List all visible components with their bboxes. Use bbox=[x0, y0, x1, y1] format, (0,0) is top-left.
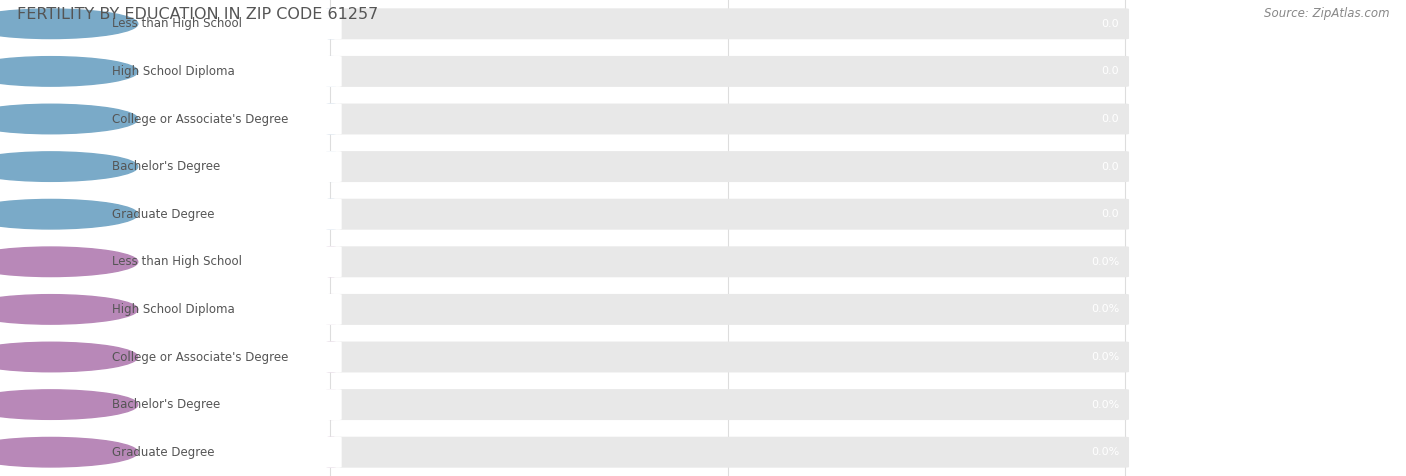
Circle shape bbox=[0, 390, 138, 419]
Text: 0.0%: 0.0% bbox=[1091, 257, 1119, 267]
Text: 0.0: 0.0 bbox=[1101, 161, 1119, 172]
FancyBboxPatch shape bbox=[3, 199, 342, 230]
Circle shape bbox=[0, 342, 138, 372]
FancyBboxPatch shape bbox=[326, 437, 1129, 467]
FancyBboxPatch shape bbox=[3, 247, 342, 277]
Text: Graduate Degree: Graduate Degree bbox=[111, 208, 214, 221]
Circle shape bbox=[0, 57, 138, 86]
FancyBboxPatch shape bbox=[326, 294, 1129, 325]
FancyBboxPatch shape bbox=[326, 151, 1129, 182]
Text: 0.0%: 0.0% bbox=[1091, 304, 1119, 315]
FancyBboxPatch shape bbox=[326, 342, 1129, 372]
Text: Graduate Degree: Graduate Degree bbox=[111, 446, 214, 459]
Text: 0.0: 0.0 bbox=[718, 248, 737, 260]
FancyBboxPatch shape bbox=[326, 104, 336, 135]
Text: High School Diploma: High School Diploma bbox=[111, 303, 235, 316]
Text: 0.0: 0.0 bbox=[1101, 209, 1119, 219]
Text: College or Associate's Degree: College or Associate's Degree bbox=[111, 350, 288, 364]
Text: Less than High School: Less than High School bbox=[111, 17, 242, 30]
FancyBboxPatch shape bbox=[326, 56, 336, 87]
Circle shape bbox=[0, 152, 138, 181]
FancyBboxPatch shape bbox=[3, 342, 342, 372]
Text: 0.0%: 0.0% bbox=[1091, 399, 1119, 410]
FancyBboxPatch shape bbox=[3, 8, 342, 40]
FancyBboxPatch shape bbox=[3, 104, 342, 135]
Text: 0.0%: 0.0% bbox=[1091, 352, 1119, 362]
Text: High School Diploma: High School Diploma bbox=[111, 65, 235, 78]
Text: Bachelor's Degree: Bachelor's Degree bbox=[111, 398, 219, 411]
Text: 0.0: 0.0 bbox=[1115, 248, 1135, 260]
Text: 0.0: 0.0 bbox=[1101, 114, 1119, 124]
FancyBboxPatch shape bbox=[3, 56, 342, 87]
Text: Less than High School: Less than High School bbox=[111, 255, 242, 268]
FancyBboxPatch shape bbox=[326, 104, 1129, 135]
Circle shape bbox=[0, 104, 138, 134]
FancyBboxPatch shape bbox=[326, 389, 336, 420]
FancyBboxPatch shape bbox=[3, 389, 342, 420]
FancyBboxPatch shape bbox=[3, 437, 342, 467]
Circle shape bbox=[0, 199, 138, 229]
FancyBboxPatch shape bbox=[326, 294, 336, 325]
FancyBboxPatch shape bbox=[326, 8, 336, 40]
Circle shape bbox=[0, 247, 138, 277]
Text: FERTILITY BY EDUCATION IN ZIP CODE 61257: FERTILITY BY EDUCATION IN ZIP CODE 61257 bbox=[17, 7, 378, 22]
FancyBboxPatch shape bbox=[326, 437, 336, 467]
Text: College or Associate's Degree: College or Associate's Degree bbox=[111, 112, 288, 126]
FancyBboxPatch shape bbox=[326, 8, 1129, 40]
Text: 0.0: 0.0 bbox=[1101, 66, 1119, 77]
FancyBboxPatch shape bbox=[326, 199, 1129, 230]
FancyBboxPatch shape bbox=[326, 247, 1129, 277]
FancyBboxPatch shape bbox=[326, 389, 1129, 420]
Text: Bachelor's Degree: Bachelor's Degree bbox=[111, 160, 219, 173]
FancyBboxPatch shape bbox=[3, 151, 342, 182]
Circle shape bbox=[0, 437, 138, 467]
Circle shape bbox=[0, 9, 138, 39]
FancyBboxPatch shape bbox=[326, 56, 1129, 87]
FancyBboxPatch shape bbox=[326, 151, 336, 182]
Circle shape bbox=[0, 295, 138, 324]
FancyBboxPatch shape bbox=[326, 199, 336, 230]
Text: Source: ZipAtlas.com: Source: ZipAtlas.com bbox=[1264, 7, 1389, 20]
Text: 0.0%: 0.0% bbox=[1091, 447, 1119, 457]
Text: 0.0: 0.0 bbox=[1101, 19, 1119, 29]
FancyBboxPatch shape bbox=[326, 342, 336, 372]
Text: 0.0: 0.0 bbox=[321, 248, 340, 260]
FancyBboxPatch shape bbox=[326, 247, 336, 277]
FancyBboxPatch shape bbox=[3, 294, 342, 325]
